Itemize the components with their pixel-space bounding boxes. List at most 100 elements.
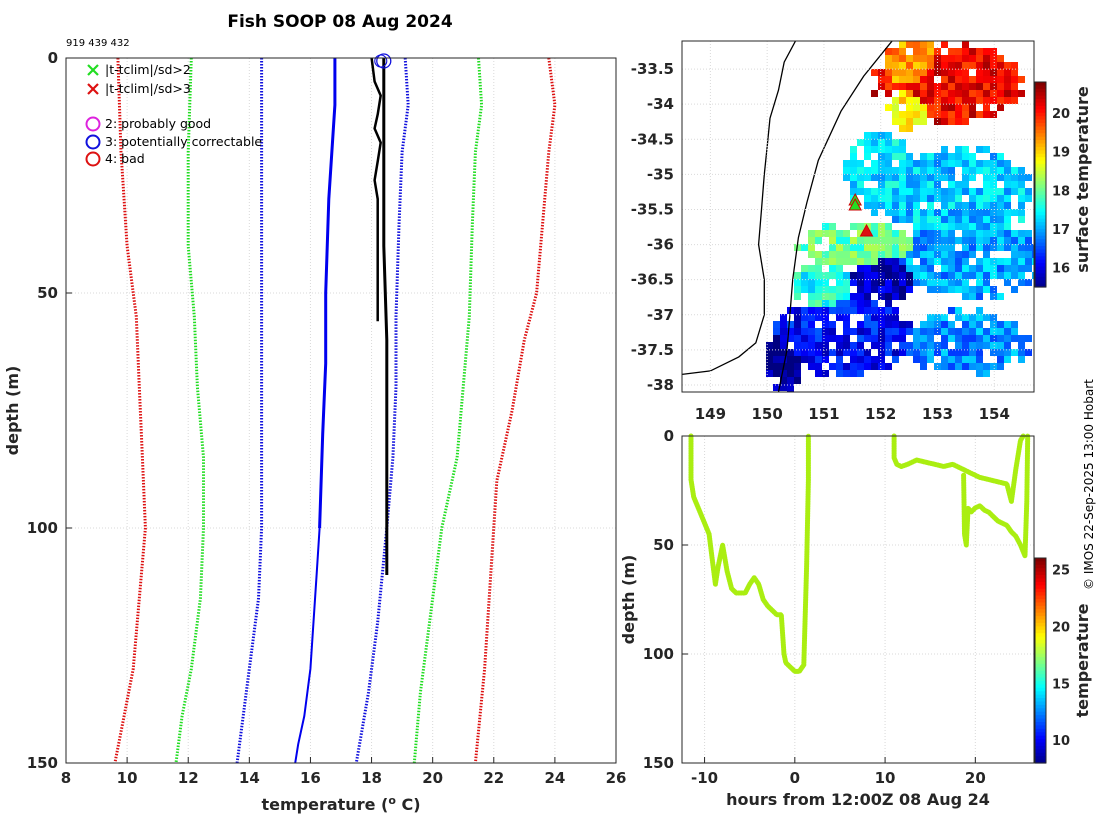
sst-cell xyxy=(927,62,934,69)
sst-cell xyxy=(948,160,955,167)
sst-cell xyxy=(913,237,920,244)
sst-cell xyxy=(808,300,815,307)
sst-cell xyxy=(871,244,878,251)
sst-cell xyxy=(885,69,892,76)
sst-cell xyxy=(906,125,913,132)
sst-cell xyxy=(906,104,913,111)
sst-cell xyxy=(857,167,864,174)
sst-cell xyxy=(815,328,822,335)
sst-cell xyxy=(969,251,976,258)
sst-cell xyxy=(815,286,822,293)
dt-y-tick-label: 150 xyxy=(643,754,674,772)
sst-cell xyxy=(976,76,983,83)
sst-cell xyxy=(787,321,794,328)
sst-cell xyxy=(962,321,969,328)
sst-cell xyxy=(822,286,829,293)
dt-colorbar-segment xyxy=(1035,575,1046,580)
sst-cell xyxy=(983,146,990,153)
x-tick-label: 8 xyxy=(61,769,71,787)
sst-cell xyxy=(906,265,913,272)
colorbar-segment xyxy=(1035,266,1046,271)
sst-cell xyxy=(1004,83,1011,90)
sst-cell xyxy=(857,188,864,195)
sst-cell xyxy=(878,314,885,321)
sst-cell xyxy=(997,244,1004,251)
sst-cell xyxy=(864,244,871,251)
sst-cell xyxy=(955,265,962,272)
sst-cell xyxy=(864,272,871,279)
sst-cell xyxy=(983,272,990,279)
sst-cell xyxy=(906,76,913,83)
sst-cell xyxy=(899,349,906,356)
sst-cell xyxy=(934,153,941,160)
sst-cell xyxy=(1018,349,1025,356)
sst-cell xyxy=(857,363,864,370)
sst-cell xyxy=(934,174,941,181)
sst-cell xyxy=(927,321,934,328)
sst-cell xyxy=(941,265,948,272)
colorbar-segment xyxy=(1035,232,1046,237)
sst-cell xyxy=(906,342,913,349)
sst-cell xyxy=(878,265,885,272)
y-axis-label: depth (m) xyxy=(3,366,22,456)
dt-colorbar-segment xyxy=(1035,725,1046,730)
sst-cell xyxy=(969,188,976,195)
sst-cell xyxy=(948,307,955,314)
sst-cell xyxy=(899,251,906,258)
sst-cell xyxy=(794,370,801,377)
sst-cell xyxy=(948,55,955,62)
sst-cell xyxy=(843,237,850,244)
sst-cell xyxy=(927,335,934,342)
shelf-contour xyxy=(777,41,893,392)
sst-cell xyxy=(892,55,899,62)
sst-cell xyxy=(990,216,997,223)
sst-cell xyxy=(941,251,948,258)
sst-cell xyxy=(983,258,990,265)
dt-colorbar-segment xyxy=(1035,708,1046,713)
sst-cell xyxy=(913,244,920,251)
sst-cell xyxy=(857,251,864,258)
sst-cell xyxy=(948,48,955,55)
sst-cell xyxy=(815,342,822,349)
sst-cell xyxy=(948,265,955,272)
colorbar-segment xyxy=(1035,269,1046,274)
sst-cell xyxy=(976,48,983,55)
sst-cell xyxy=(920,97,927,104)
sst-cell xyxy=(892,167,899,174)
dt-colorbar-segment xyxy=(1035,643,1046,648)
sst-cell xyxy=(878,69,885,76)
colorbar-segment xyxy=(1035,273,1046,278)
sst-cell xyxy=(976,307,983,314)
sst-cell xyxy=(864,307,871,314)
colorbar-segment xyxy=(1035,95,1046,100)
sst-cell xyxy=(941,118,948,125)
sst-cell xyxy=(913,272,920,279)
dt-colorbar-segment xyxy=(1035,646,1046,651)
sst-cell xyxy=(822,328,829,335)
sst-cell xyxy=(969,209,976,216)
sst-cell xyxy=(1011,244,1018,251)
sst-cell xyxy=(906,62,913,69)
sst-cell xyxy=(899,174,906,181)
sst-cell xyxy=(885,279,892,286)
sst-cell xyxy=(892,76,899,83)
sst-cell xyxy=(948,349,955,356)
sst-cell xyxy=(1004,181,1011,188)
sst-cell xyxy=(1004,265,1011,272)
legend-o-marker xyxy=(85,116,101,132)
sst-cell xyxy=(773,349,780,356)
station-marker xyxy=(859,223,874,237)
sst-cell xyxy=(1011,76,1018,83)
sst-cell xyxy=(934,223,941,230)
sst-cell xyxy=(990,97,997,104)
sst-cell xyxy=(920,188,927,195)
legend-o-marker xyxy=(85,151,101,167)
sst-cell xyxy=(836,279,843,286)
sst-cell xyxy=(1011,335,1018,342)
sst-cell xyxy=(850,237,857,244)
dt-x-tick-label: -10 xyxy=(691,769,718,787)
sst-cell xyxy=(962,146,969,153)
sst-cell xyxy=(815,258,822,265)
sst-cell xyxy=(941,335,948,342)
sst-cell xyxy=(857,307,864,314)
